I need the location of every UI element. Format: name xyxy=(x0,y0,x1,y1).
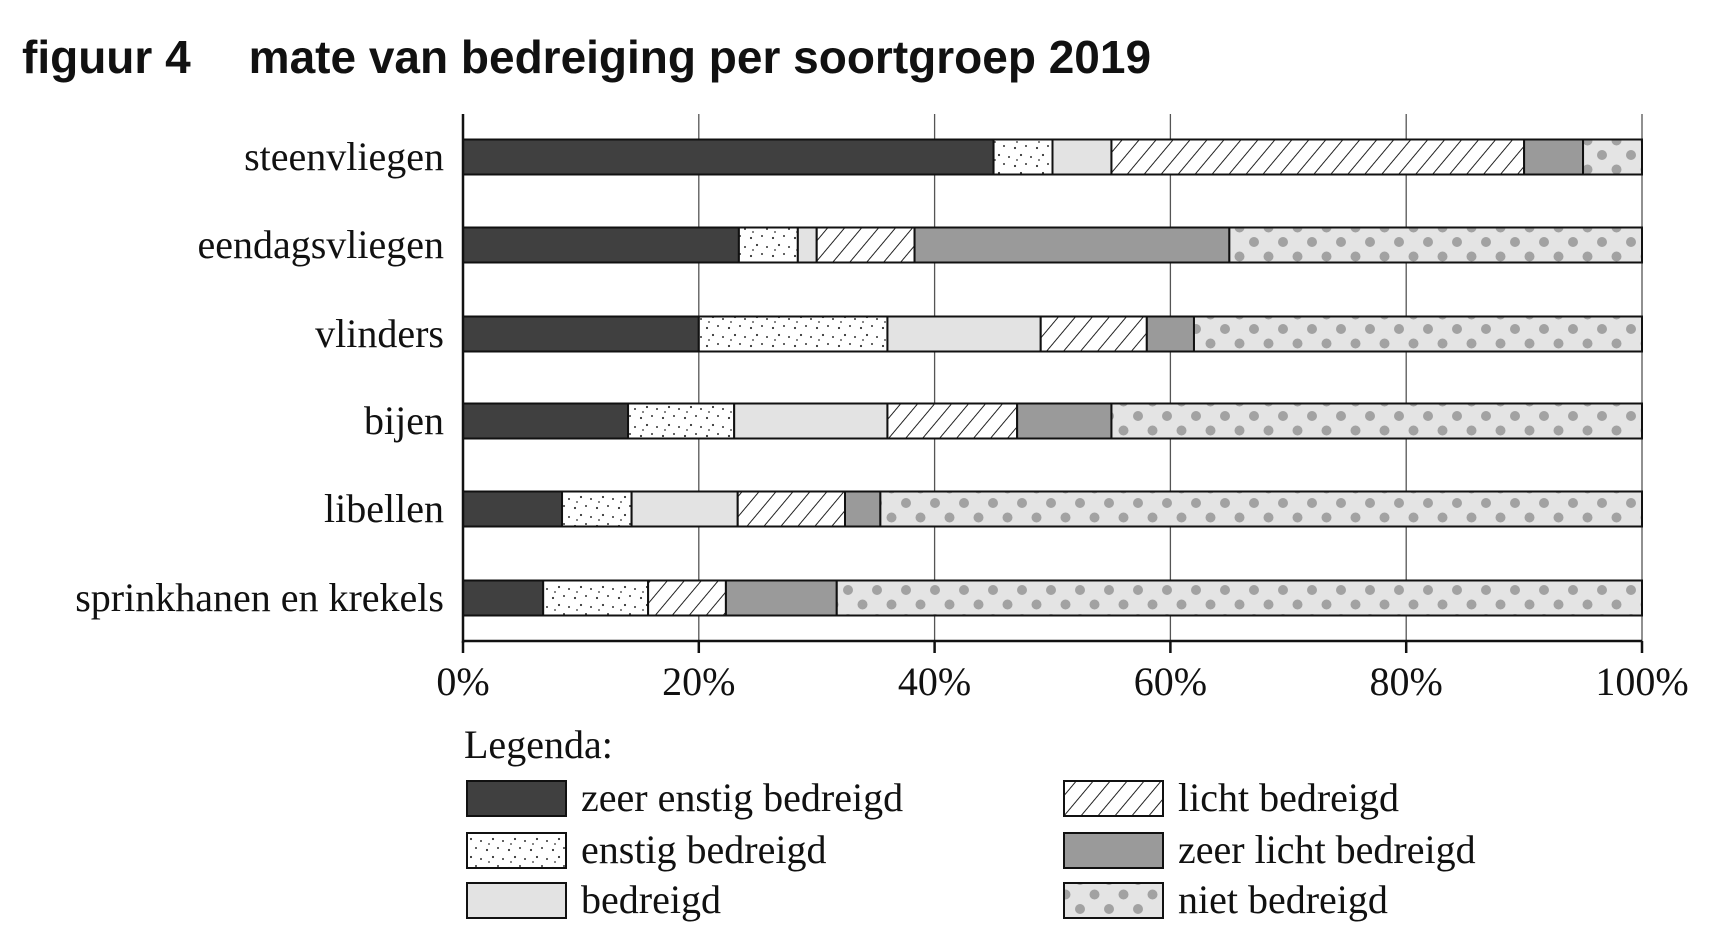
bar-segment-enstig-bedreigd xyxy=(561,490,633,528)
bar-segment-zeer-licht-bedreigd xyxy=(1523,138,1585,176)
bar-segment-bedreigd xyxy=(796,226,818,264)
bar-segment-niet-bedreigd xyxy=(1228,226,1643,264)
bar-segment-niet-bedreigd xyxy=(1582,138,1644,176)
bar-segment-niet-bedreigd xyxy=(879,490,1643,528)
category-label: eendagsvliegen xyxy=(197,222,444,267)
bar-segment-enstig-bedreigd xyxy=(627,402,736,440)
legend-swatch xyxy=(1063,882,1164,919)
bar-segment-licht-bedreigd xyxy=(886,402,1019,440)
bar-segment-zeer-licht-bedreigd xyxy=(913,226,1231,264)
bar-segment-zeer-enstig-bedreigd xyxy=(462,579,545,617)
bar-segment-licht-bedreigd xyxy=(815,226,916,264)
legend-label: zeer licht bedreigd xyxy=(1178,827,1476,872)
bar-segment-zeer-enstig-bedreigd xyxy=(462,315,700,353)
bar-segment-licht-bedreigd xyxy=(647,579,727,617)
bar-segment-zeer-enstig-bedreigd xyxy=(462,138,995,176)
legend-label: licht bedreigd xyxy=(1178,775,1399,820)
bar-segment-bedreigd xyxy=(886,315,1042,353)
bar-segment-licht-bedreigd xyxy=(736,490,846,528)
bar-segment-zeer-enstig-bedreigd xyxy=(462,490,564,528)
bar-segment-zeer-licht-bedreigd xyxy=(724,579,838,617)
bar-segment-bedreigd xyxy=(630,490,739,528)
figure-label: figuur 4 xyxy=(22,31,191,83)
bar-segment-enstig-bedreigd xyxy=(697,315,889,353)
legend-swatch xyxy=(466,882,567,919)
legend-swatch xyxy=(466,832,567,869)
category-label: bijen xyxy=(364,398,444,443)
bar-segment-bedreigd xyxy=(1051,138,1113,176)
bar-segment-zeer-licht-bedreigd xyxy=(1145,315,1195,353)
x-tick-label: 80% xyxy=(1370,659,1443,704)
bar-segment-licht-bedreigd xyxy=(1039,315,1148,353)
bar-segment-enstig-bedreigd xyxy=(737,226,799,264)
legend-swatch xyxy=(466,780,567,817)
x-tick-label: 100% xyxy=(1595,659,1688,704)
bar-segment-licht-bedreigd xyxy=(1110,138,1526,176)
bar-segment-bedreigd xyxy=(733,402,889,440)
bar-segment-zeer-enstig-bedreigd xyxy=(462,402,630,440)
bar-segment-niet-bedreigd xyxy=(1110,402,1643,440)
x-tick-label: 60% xyxy=(1134,659,1207,704)
category-label: sprinkhanen en krekels xyxy=(75,575,444,620)
bar-segment-enstig-bedreigd xyxy=(992,138,1054,176)
bar-segment-zeer-enstig-bedreigd xyxy=(462,226,740,264)
legend-label: enstig bedreigd xyxy=(581,827,827,872)
category-label: vlinders xyxy=(315,311,444,356)
x-tick-label: 0% xyxy=(436,659,489,704)
legend-label: niet bedreigd xyxy=(1178,877,1388,922)
chart-title: figuur 4 mate van bedreiging per soortgro… xyxy=(22,30,1209,84)
legend-swatch xyxy=(1063,832,1164,869)
legend-swatch xyxy=(1063,780,1164,817)
bar-segment-niet-bedreigd xyxy=(1192,315,1643,353)
category-label: steenvliegen xyxy=(244,134,444,179)
title-text: mate van bedreiging per soortgroep 2019 xyxy=(248,31,1152,83)
category-label: libellen xyxy=(324,486,444,531)
bar-segment-zeer-licht-bedreigd xyxy=(843,490,882,528)
x-tick-label: 40% xyxy=(898,659,971,704)
x-tick-label: 20% xyxy=(662,659,735,704)
legend-title: Legenda: xyxy=(464,722,613,767)
bar-segment-enstig-bedreigd xyxy=(542,579,650,617)
legend-label: zeer enstig bedreigd xyxy=(581,775,903,820)
bar-segment-niet-bedreigd xyxy=(835,579,1643,617)
bar-segment-zeer-licht-bedreigd xyxy=(1016,402,1113,440)
legend-label: bedreigd xyxy=(581,877,721,922)
